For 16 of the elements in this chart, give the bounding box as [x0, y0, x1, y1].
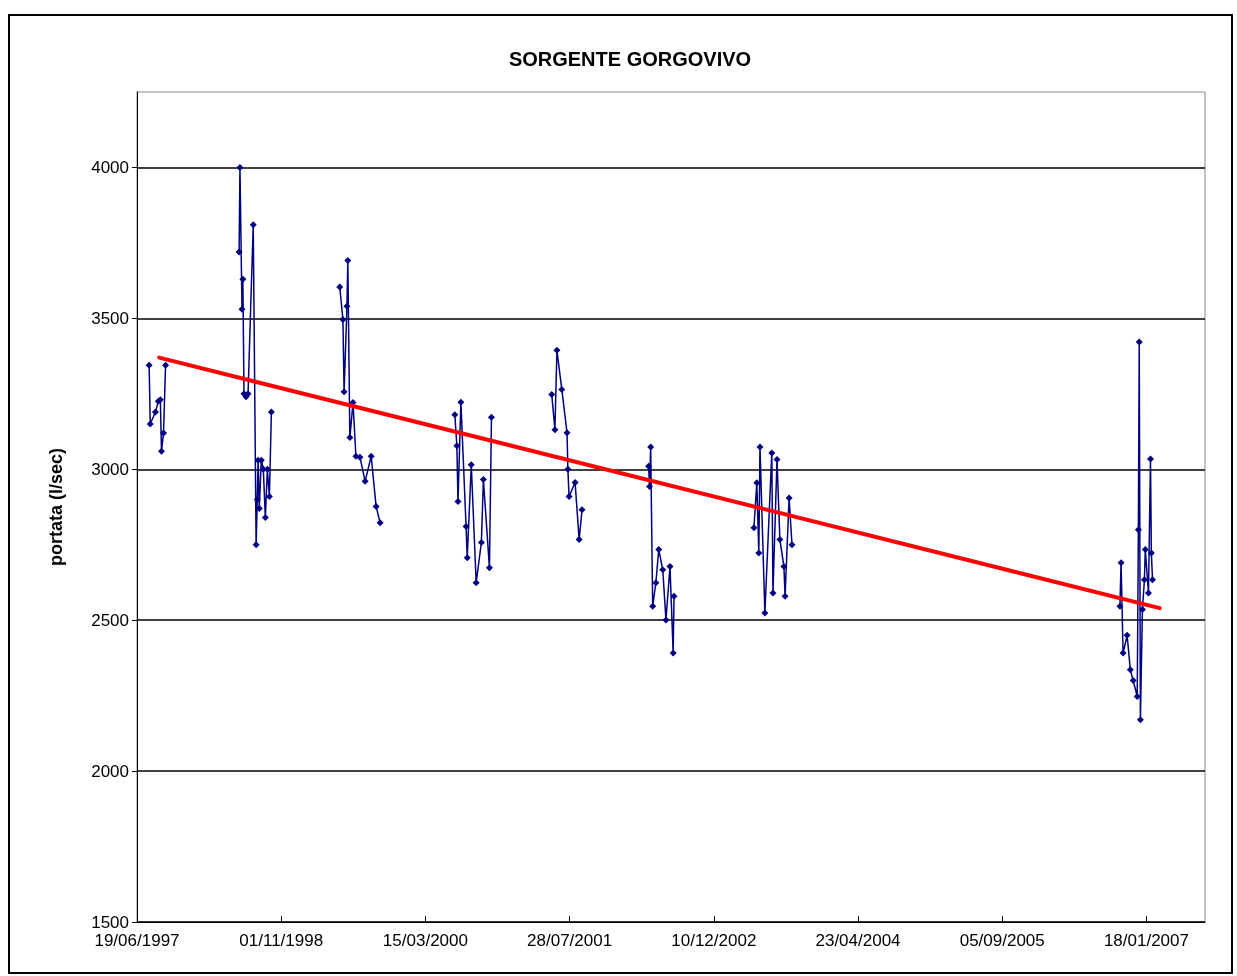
x-tick-label: 15/03/2000	[382, 931, 468, 950]
y-tick-label: 3500	[91, 308, 129, 328]
x-tick-label: 10/12/2002	[671, 931, 757, 950]
x-tick-label: 01/11/1998	[239, 931, 324, 950]
x-tick-label: 28/07/2001	[527, 931, 613, 950]
y-tick-label: 2500	[91, 610, 129, 630]
y-tick-label: 3000	[91, 459, 129, 479]
x-tick-label: 23/04/2004	[815, 931, 901, 950]
x-tick-label: 19/06/1997	[94, 931, 180, 950]
x-tick-label: 05/09/2005	[959, 931, 1045, 950]
chart-title: SORGENTE GORGOVIVO	[508, 48, 752, 70]
x-tick-label: 18/01/2007	[1103, 931, 1189, 950]
y-tick-label: 2000	[91, 761, 129, 781]
y-tick-label: 1500	[91, 912, 129, 932]
y-axis-title: portata (l/sec)	[46, 447, 66, 567]
y-tick-label: 4000	[91, 157, 129, 177]
